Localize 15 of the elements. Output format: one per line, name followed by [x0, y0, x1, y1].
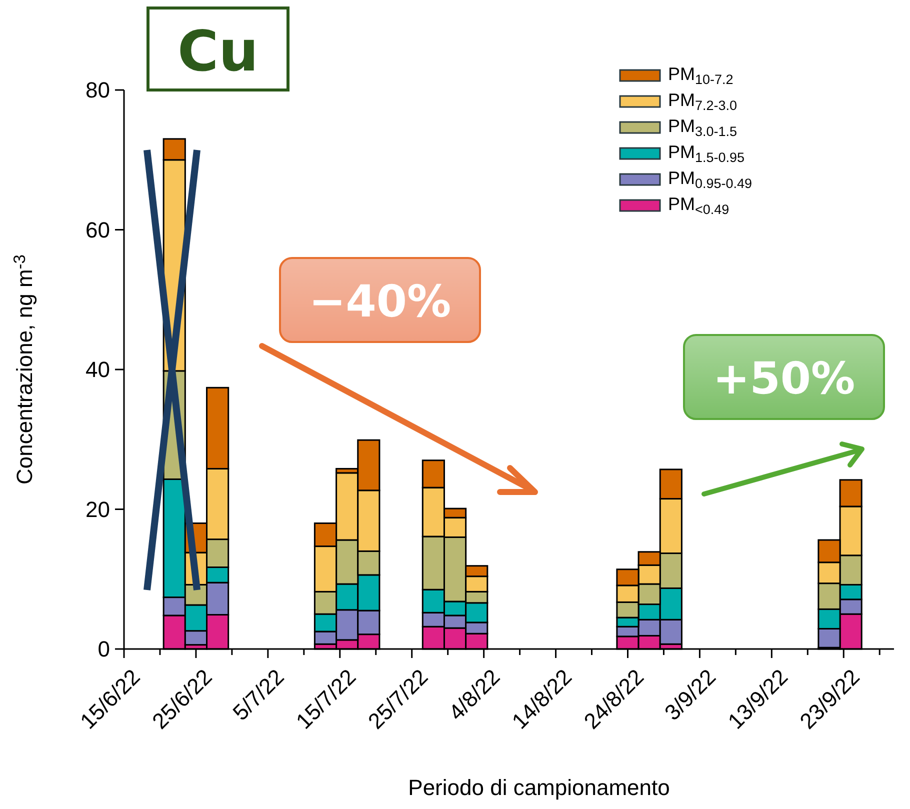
- y-tick-label: 60: [86, 217, 110, 242]
- chart-title: Cu: [178, 20, 258, 84]
- x-axis-title: Periodo di campionamento: [408, 775, 670, 800]
- annotation: −40%: [308, 276, 452, 328]
- legend-label: PM$_{10-7.2}$: [668, 64, 734, 88]
- legend-label: PM$_{7.2-3.0}$: [668, 90, 738, 114]
- legend-label: PM$_{0.95-0.49}$: [668, 168, 752, 192]
- y-tick-label: 80: [86, 78, 110, 102]
- y-tick-label: 0: [98, 636, 110, 662]
- y-tick-label: 20: [86, 496, 110, 522]
- annotation: +50%: [712, 354, 856, 404]
- legend-label: PM$_{3.0-1.5}$: [668, 116, 738, 140]
- legend-label: PM$_{<0.49}$: [668, 194, 730, 218]
- legend-label: PM$_{1.5-0.95}$: [668, 142, 745, 166]
- y-tick-label: 40: [86, 357, 110, 382]
